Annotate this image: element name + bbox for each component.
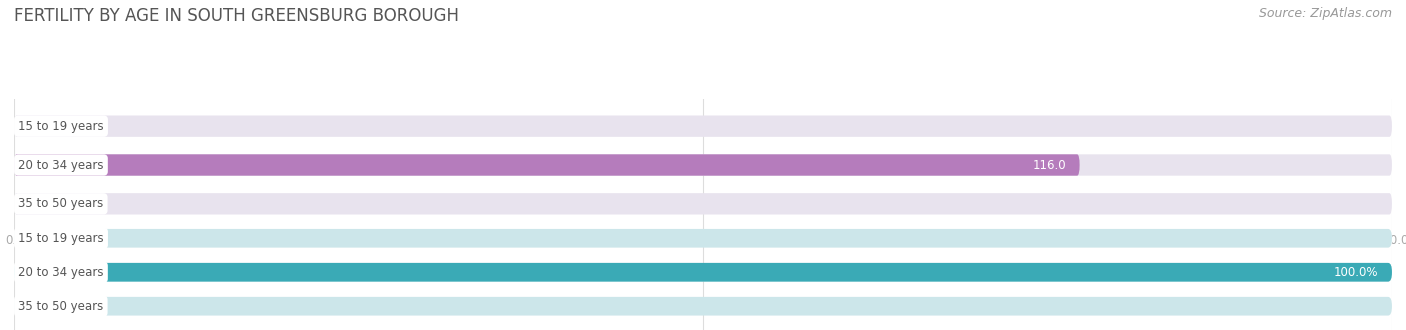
FancyBboxPatch shape	[14, 193, 1392, 214]
Text: Source: ZipAtlas.com: Source: ZipAtlas.com	[1258, 7, 1392, 19]
FancyBboxPatch shape	[14, 154, 1080, 176]
Text: 35 to 50 years: 35 to 50 years	[18, 197, 104, 210]
FancyBboxPatch shape	[14, 115, 1392, 137]
Text: 15 to 19 years: 15 to 19 years	[18, 120, 104, 133]
Text: 0.0%: 0.0%	[35, 232, 65, 245]
Text: 100.0%: 100.0%	[1334, 266, 1378, 279]
Text: FERTILITY BY AGE IN SOUTH GREENSBURG BOROUGH: FERTILITY BY AGE IN SOUTH GREENSBURG BOR…	[14, 7, 460, 25]
Text: 35 to 50 years: 35 to 50 years	[18, 300, 104, 313]
Text: 20 to 34 years: 20 to 34 years	[18, 266, 104, 279]
FancyBboxPatch shape	[14, 154, 1392, 176]
FancyBboxPatch shape	[14, 263, 1392, 281]
Text: 0.0%: 0.0%	[35, 300, 65, 313]
FancyBboxPatch shape	[14, 297, 1392, 315]
Text: 0.0: 0.0	[35, 197, 53, 210]
Text: 20 to 34 years: 20 to 34 years	[18, 158, 104, 172]
Text: 15 to 19 years: 15 to 19 years	[18, 232, 104, 245]
FancyBboxPatch shape	[14, 229, 1392, 248]
FancyBboxPatch shape	[14, 263, 1392, 281]
Text: 116.0: 116.0	[1032, 158, 1066, 172]
Text: 0.0: 0.0	[35, 120, 53, 133]
